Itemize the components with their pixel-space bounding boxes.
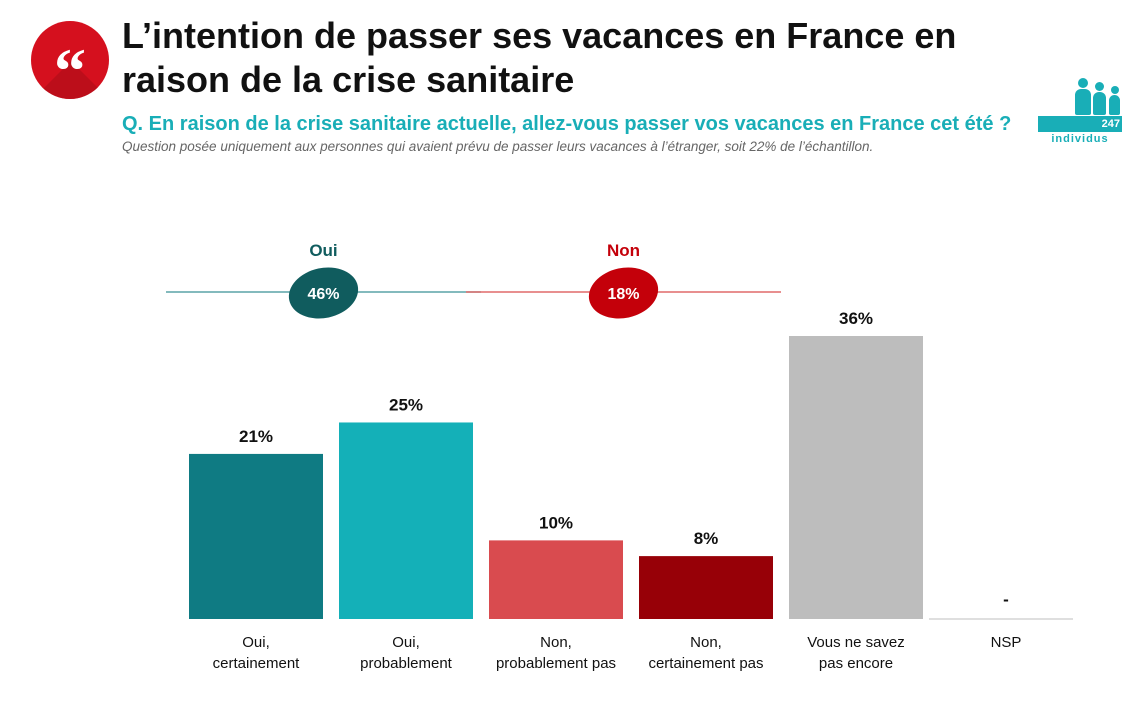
category-label: NSP [931, 632, 1081, 653]
person-icon [1109, 95, 1120, 115]
category-label-line: Vous ne savez [807, 634, 905, 651]
person-icon [1095, 82, 1104, 91]
sample-label: individus [1051, 133, 1109, 145]
category-label: Oui, probablement [331, 632, 481, 674]
question-text: Q. En raison de la crise sanitaire actue… [122, 113, 1012, 135]
group-name: Oui [309, 241, 337, 260]
group-total: 46% [307, 286, 339, 303]
bar [189, 453, 323, 619]
group-total-badge [588, 267, 659, 319]
person-icon [1111, 86, 1119, 94]
sample-count: 247 [1101, 118, 1120, 130]
data-label: 8% [694, 529, 719, 548]
data-label: 25% [389, 395, 423, 414]
page-title: L’intention de passer ses vacances en Fr… [122, 15, 957, 100]
person-icon [1078, 78, 1088, 88]
category-label-line: Oui, [392, 634, 420, 651]
category-label: Non, certainement pas [631, 632, 781, 674]
sample-bar [1038, 116, 1122, 132]
quote-glyph: “ [54, 35, 86, 100]
category-label-line: certainement pas [648, 655, 764, 672]
category-label: Vous ne savez pas encore [781, 632, 931, 674]
category-label-line: probablement pas [495, 655, 617, 672]
category-label-line: certainement [212, 655, 300, 672]
sample-size-badge: 247 individus [1038, 78, 1122, 148]
category-label: Non, probablement pas [481, 632, 631, 674]
person-icon [1093, 92, 1106, 115]
bar [639, 556, 773, 619]
category-label-line: NSP [990, 634, 1022, 651]
bar [789, 336, 923, 619]
group-name: Non [607, 241, 640, 260]
group-total: 18% [607, 286, 639, 303]
bar [489, 540, 623, 619]
quote-badge-icon: “ [31, 21, 109, 99]
category-label-line: probablement [360, 655, 452, 672]
data-label: 21% [239, 427, 273, 446]
category-label-line: Non, [690, 634, 722, 651]
data-label: 36% [839, 309, 873, 328]
category-label: Oui, certainement [181, 632, 331, 674]
data-label: 10% [539, 513, 573, 532]
category-label-line: pas encore [818, 655, 894, 672]
category-label-line: Non, [540, 634, 572, 651]
category-label-line: Oui, [242, 634, 270, 651]
question-note: Question posée uniquement aux personnes … [122, 139, 874, 154]
data-label: - [1003, 590, 1009, 609]
group-total-badge [288, 267, 359, 319]
bar [339, 422, 473, 619]
person-icon [1075, 89, 1091, 115]
